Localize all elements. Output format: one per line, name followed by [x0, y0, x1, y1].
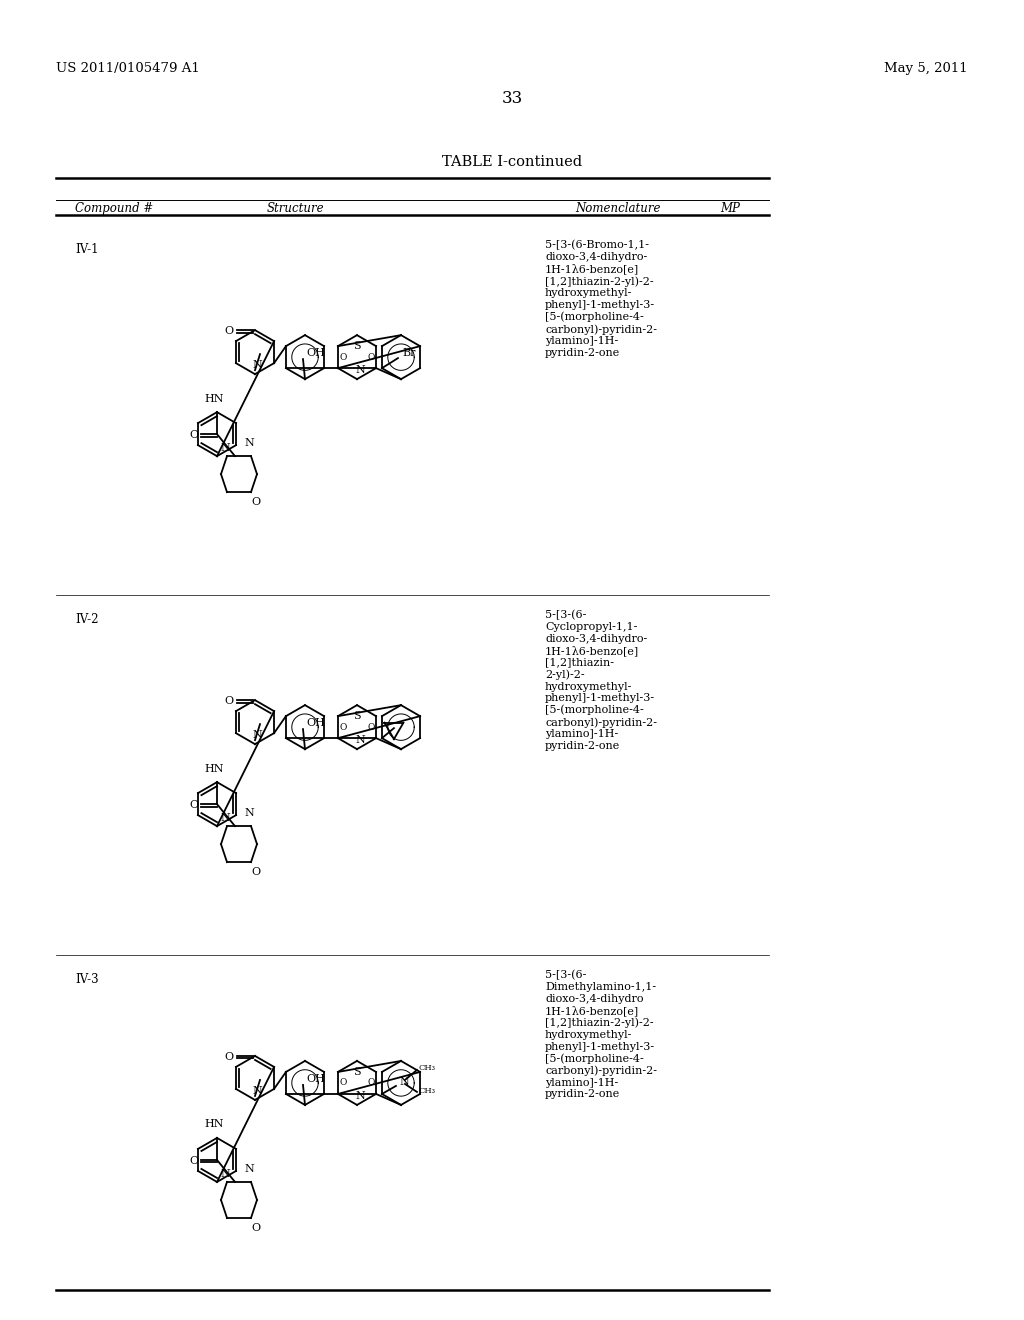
Text: O: O: [368, 1078, 375, 1088]
Text: Nomenclature: Nomenclature: [575, 202, 660, 215]
Text: S: S: [353, 1067, 360, 1077]
Text: O: O: [224, 1052, 233, 1061]
Text: S: S: [353, 341, 360, 351]
Text: IV-1: IV-1: [75, 243, 98, 256]
Text: O: O: [224, 326, 233, 337]
Text: MP: MP: [720, 202, 740, 215]
Text: OH: OH: [306, 1074, 325, 1084]
Text: Structure: Structure: [266, 202, 324, 215]
Text: N: N: [220, 813, 229, 824]
Text: CH₃: CH₃: [419, 1086, 436, 1096]
Text: Compound #: Compound #: [75, 202, 154, 215]
Text: O: O: [252, 1222, 260, 1233]
Text: HN: HN: [204, 393, 223, 404]
Text: IV-2: IV-2: [75, 612, 98, 626]
Text: HN: HN: [204, 1119, 223, 1130]
Text: N: N: [355, 735, 365, 744]
Text: O: O: [339, 1078, 347, 1088]
Text: US 2011/0105479 A1: US 2011/0105479 A1: [56, 62, 200, 75]
Text: N: N: [252, 730, 262, 741]
Text: N: N: [244, 808, 254, 818]
Text: O: O: [368, 722, 375, 731]
Text: N: N: [252, 1086, 262, 1096]
Text: 33: 33: [502, 90, 522, 107]
Text: May 5, 2011: May 5, 2011: [885, 62, 968, 75]
Text: N: N: [220, 444, 229, 453]
Text: N: N: [220, 1170, 229, 1179]
Text: N: N: [355, 1090, 365, 1101]
Text: O: O: [189, 430, 199, 440]
Text: O: O: [252, 867, 260, 876]
Text: N: N: [355, 366, 365, 375]
Text: 5-[3-(6-
Dimethylamino-1,1-
dioxo-3,4-dihydro
1H-1λ6-benzo[e]
[1,2]thiazin-2-yl): 5-[3-(6- Dimethylamino-1,1- dioxo-3,4-di…: [545, 970, 657, 1100]
Text: 5-[3-(6-
Cyclopropyl-1,1-
dioxo-3,4-dihydro-
1H-1λ6-benzo[e]
[1,2]thiazin-
2-yl): 5-[3-(6- Cyclopropyl-1,1- dioxo-3,4-dihy…: [545, 610, 657, 751]
Text: O: O: [224, 696, 233, 706]
Text: O: O: [339, 722, 347, 731]
Text: N: N: [400, 1077, 410, 1086]
Text: CH₃: CH₃: [419, 1064, 436, 1072]
Text: S: S: [353, 711, 360, 721]
Text: OH: OH: [306, 718, 325, 729]
Text: O: O: [368, 352, 375, 362]
Text: 5-[3-(6-Bromo-1,1-
dioxo-3,4-dihydro-
1H-1λ6-benzo[e]
[1,2]thiazin-2-yl)-2-
hydr: 5-[3-(6-Bromo-1,1- dioxo-3,4-dihydro- 1H…: [545, 240, 657, 358]
Text: HN: HN: [204, 764, 223, 774]
Text: Br: Br: [402, 348, 416, 358]
Text: OH: OH: [306, 348, 325, 358]
Text: O: O: [339, 352, 347, 362]
Text: N: N: [244, 1164, 254, 1173]
Text: O: O: [252, 498, 260, 507]
Text: IV-3: IV-3: [75, 973, 98, 986]
Text: N: N: [244, 438, 254, 449]
Text: N: N: [252, 360, 262, 370]
Text: TABLE I-continued: TABLE I-continued: [442, 154, 582, 169]
Text: O: O: [189, 1156, 199, 1166]
Text: O: O: [189, 800, 199, 810]
